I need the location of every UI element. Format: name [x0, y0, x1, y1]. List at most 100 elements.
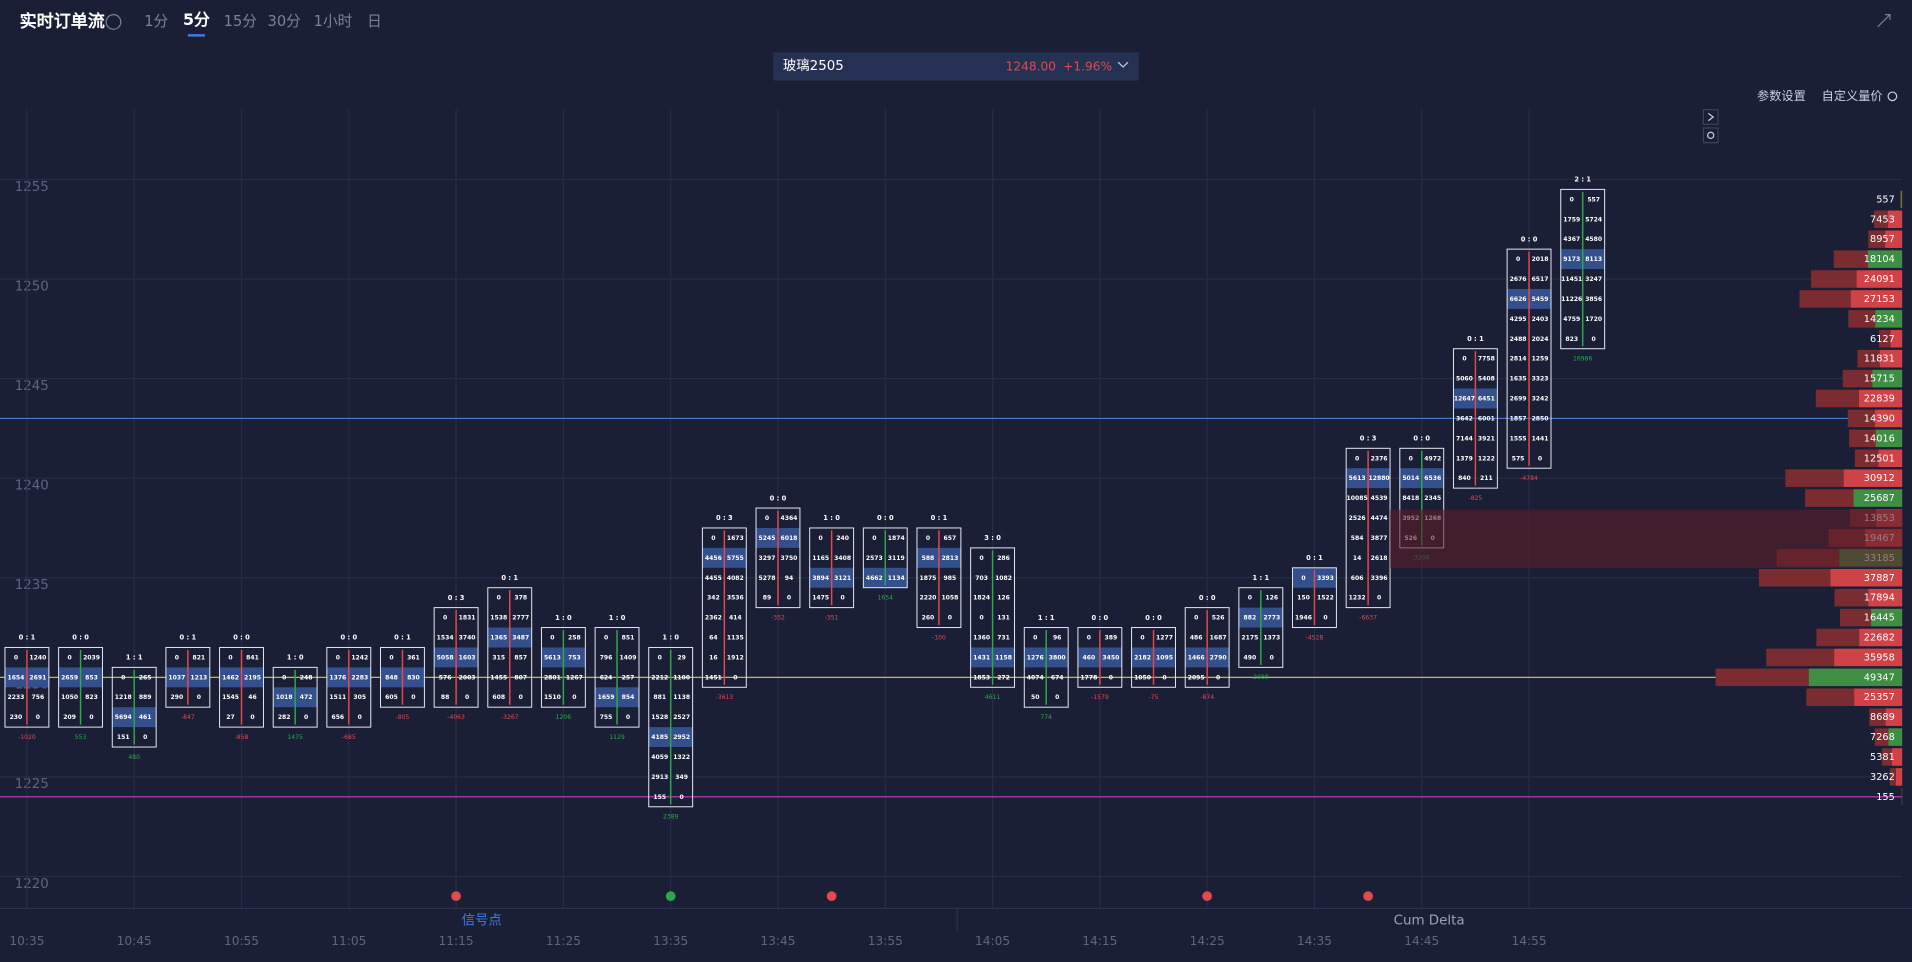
- x-tick-label: 14:25: [1190, 934, 1225, 948]
- ask-volume: 126: [1265, 595, 1278, 602]
- ask-volume: 240: [836, 535, 849, 542]
- ask-volume: 1831: [459, 615, 476, 622]
- footprint-box: [1292, 567, 1337, 629]
- footprint-box: [487, 587, 533, 708]
- symbol-price: 1248.00: [1006, 60, 1056, 74]
- bid-volume: 5613: [544, 654, 561, 661]
- x-tick-label: 11:25: [546, 934, 581, 948]
- x-tick-label: 10:45: [117, 934, 152, 948]
- ask-volume: 6517: [1532, 276, 1549, 283]
- profile-value: 27153: [1864, 294, 1895, 305]
- ask-volume: 857: [514, 654, 527, 661]
- signal-marker[interactable]: [1202, 891, 1213, 902]
- ask-volume: 731: [997, 634, 1010, 641]
- bid-volume: 1455: [490, 674, 507, 681]
- ask-volume: 1687: [1210, 634, 1227, 641]
- bid-volume: 4185: [651, 734, 668, 741]
- profile-value: 14390: [1864, 413, 1895, 424]
- settings-button[interactable]: 参数设置: [1757, 88, 1806, 103]
- profile-value: 35958: [1864, 652, 1895, 663]
- x-tick-label: 14:05: [975, 934, 1010, 948]
- collapse-icon[interactable]: [1877, 14, 1891, 28]
- custom-button[interactable]: 自定义量价: [1822, 88, 1883, 103]
- bar-delta: -6637: [1359, 614, 1377, 621]
- ask-volume: 3800: [1049, 654, 1066, 661]
- bar-delta: 1654: [878, 594, 894, 601]
- ask-volume: 1267: [566, 674, 583, 681]
- bid-volume: 1511: [329, 694, 346, 701]
- bid-volume: 14: [1353, 555, 1361, 562]
- y-tick-label: 1255: [15, 180, 49, 195]
- ask-volume: 2618: [1371, 555, 1388, 562]
- profile-value: 37887: [1864, 573, 1895, 584]
- imbalance-ratio: 1 : 1: [1038, 614, 1055, 622]
- tab[interactable]: 1分: [144, 13, 168, 30]
- ask-volume: 1135: [727, 634, 744, 641]
- footprint-box: [1131, 627, 1176, 688]
- profile-buy: [1868, 588, 1903, 607]
- bid-volume: 1218: [115, 694, 132, 701]
- expand-button[interactable]: [1702, 109, 1719, 125]
- bar-delta: 1475: [287, 734, 303, 741]
- bid-volume: 0: [979, 615, 983, 622]
- bid-volume: 0: [604, 634, 608, 641]
- bid-volume: 1635: [1510, 376, 1527, 383]
- imbalance-ratio: 0 : 1: [931, 514, 948, 522]
- signal-marker[interactable]: [826, 891, 837, 902]
- ask-volume: 265: [139, 674, 152, 681]
- ask-volume: 0: [1377, 595, 1381, 602]
- tab[interactable]: 15分: [224, 13, 258, 30]
- signal-marker[interactable]: [1363, 891, 1373, 902]
- bid-volume: 0: [658, 654, 662, 661]
- profile-value: 16445: [1864, 613, 1895, 624]
- ask-volume: 131: [997, 615, 1010, 622]
- imbalance-ratio: 0 : 3: [1360, 435, 1377, 443]
- bid-volume: 1050: [61, 694, 78, 701]
- bid-volume: 0: [872, 535, 876, 542]
- y-tick-label: 1245: [15, 379, 49, 394]
- ask-volume: 1673: [727, 535, 744, 542]
- bid-volume: 2659: [61, 674, 78, 681]
- ask-volume: 349: [675, 774, 688, 781]
- profile-value: 7268: [1870, 732, 1895, 743]
- ask-volume: 1138: [673, 694, 690, 701]
- bid-volume: 848: [385, 674, 398, 681]
- ask-volume: 2527: [673, 714, 690, 721]
- help-icon[interactable]: [105, 14, 122, 30]
- signal-marker[interactable]: [665, 891, 676, 902]
- bid-volume: 1232: [1349, 595, 1366, 602]
- y-tick-label: 1240: [15, 478, 49, 493]
- y-tick-label: 1225: [15, 777, 49, 792]
- bid-volume: 2233: [7, 694, 24, 701]
- help-button[interactable]: [1702, 127, 1719, 144]
- ask-volume: 5459: [1532, 296, 1549, 303]
- signal-marker[interactable]: [451, 891, 461, 902]
- custom-icon: [1887, 91, 1898, 102]
- tab[interactable]: 1小时: [314, 13, 353, 30]
- bid-volume: 155: [653, 794, 666, 801]
- ask-volume: 2790: [1210, 654, 1227, 661]
- bid-volume: 8418: [1402, 495, 1419, 502]
- ask-volume: 2773: [1263, 615, 1280, 622]
- x-tick-label: 13:55: [868, 934, 903, 948]
- ask-volume: 1373: [1263, 634, 1280, 641]
- ask-volume: 2345: [1424, 495, 1441, 502]
- profile-buy: [1885, 230, 1903, 248]
- tab[interactable]: 30分: [268, 13, 302, 30]
- bar-delta: -1579: [1091, 694, 1109, 701]
- bid-volume: 0: [1516, 256, 1520, 263]
- ask-volume: 807: [514, 674, 527, 681]
- bid-volume: 5613: [1349, 475, 1366, 482]
- ask-volume: 674: [1051, 674, 1064, 681]
- signal-panel-label: 信号点: [462, 913, 502, 929]
- imbalance-ratio: 0 : 1: [394, 634, 411, 642]
- imbalance-ratio: 1 : 0: [823, 514, 840, 522]
- ask-volume: 3740: [459, 634, 476, 641]
- tab-active[interactable]: 5分: [183, 10, 210, 29]
- bid-volume: 0: [1355, 455, 1359, 462]
- bar-delta: 480: [128, 754, 140, 761]
- bar-delta: -805: [396, 714, 410, 721]
- symbol-selector[interactable]: [773, 52, 1139, 81]
- ask-volume: 6018: [780, 535, 797, 542]
- tab[interactable]: 日: [367, 13, 382, 30]
